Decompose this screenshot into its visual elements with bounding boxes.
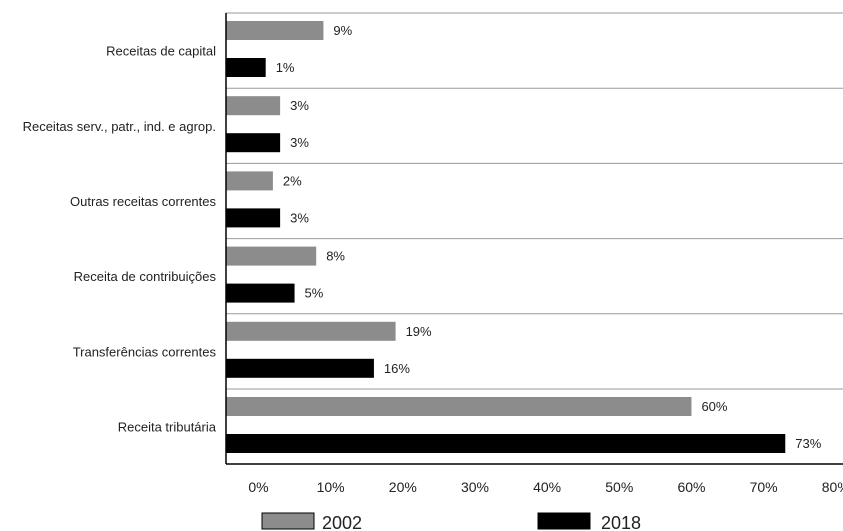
legend-swatch-2002: [261, 512, 315, 530]
x-tick-label: 0%: [248, 479, 268, 495]
x-tick-label: 20%: [389, 479, 417, 495]
bars-group: [226, 21, 786, 453]
bar-2018: [226, 358, 374, 378]
data-label-2018: 16%: [384, 361, 410, 376]
value-labels-group: 9% 1% 3% 3% 2% 3% 8% 5% 19% 16% 60% 73%: [276, 23, 822, 451]
data-label-2002: 3%: [290, 98, 309, 113]
data-label-2002: 9%: [333, 23, 352, 38]
x-tick-label: 10%: [317, 479, 345, 495]
bar-2018: [226, 133, 281, 153]
x-tick-label: 40%: [533, 479, 561, 495]
category-label: Outras receitas correntes: [70, 194, 216, 209]
category-label: Receitas de capital: [106, 44, 216, 59]
bar-2002: [226, 321, 396, 341]
bar-2018: [226, 434, 786, 453]
legend-label-2018: 2018: [601, 513, 641, 531]
bar-2018: [226, 283, 295, 303]
category-separators: [226, 12, 843, 390]
x-tick-label: 70%: [750, 479, 778, 495]
data-label-2018: 3%: [290, 135, 309, 150]
data-label-2002: 8%: [326, 249, 345, 264]
bar-2002: [226, 397, 692, 416]
data-label-2018: 5%: [305, 286, 324, 301]
data-label-2002: 2%: [283, 173, 302, 188]
x-tick-label: 60%: [677, 479, 705, 495]
legend: 2002 2018: [261, 512, 641, 531]
bar-2002: [226, 96, 281, 116]
x-tick-label: 30%: [461, 479, 489, 495]
data-label-2018: 1%: [276, 60, 295, 75]
bar-2018: [226, 208, 281, 228]
data-label-2018: 73%: [795, 436, 821, 451]
category-label: Receita de contribuições: [74, 269, 217, 284]
category-labels-group: Receitas de capital Receitas serv., patr.…: [23, 44, 217, 435]
bar-2002: [226, 246, 317, 266]
x-tick-labels-group: 0% 10% 20% 30% 40% 50% 60% 70% 80%: [248, 479, 843, 495]
data-label-2018: 3%: [290, 210, 309, 225]
category-label: Receitas serv., patr., ind. e agrop.: [23, 119, 216, 134]
bar-2018: [226, 58, 266, 77]
category-label: Transferências correntes: [73, 344, 217, 359]
x-tick-label: 80%: [822, 479, 843, 495]
x-tick-label: 50%: [605, 479, 633, 495]
category-label: Receita tributária: [118, 420, 217, 435]
bar-2002: [226, 21, 324, 40]
data-label-2002: 60%: [701, 399, 727, 414]
data-label-2002: 19%: [406, 324, 432, 339]
legend-swatch-2018: [537, 512, 591, 530]
legend-label-2002: 2002: [322, 513, 362, 531]
bar-2002: [226, 171, 273, 191]
